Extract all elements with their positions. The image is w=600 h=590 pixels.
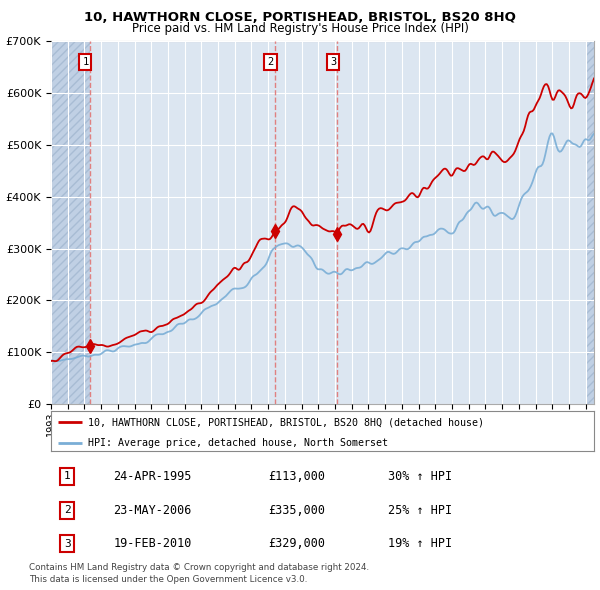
Text: £113,000: £113,000	[268, 470, 325, 483]
Text: £329,000: £329,000	[268, 537, 325, 550]
Text: £335,000: £335,000	[268, 504, 325, 517]
Text: 10, HAWTHORN CLOSE, PORTISHEAD, BRISTOL, BS20 8HQ (detached house): 10, HAWTHORN CLOSE, PORTISHEAD, BRISTOL,…	[88, 418, 484, 428]
Text: 30% ↑ HPI: 30% ↑ HPI	[388, 470, 452, 483]
Text: 1: 1	[82, 57, 89, 67]
Text: Price paid vs. HM Land Registry's House Price Index (HPI): Price paid vs. HM Land Registry's House …	[131, 22, 469, 35]
Text: 19% ↑ HPI: 19% ↑ HPI	[388, 537, 452, 550]
Text: 24-APR-1995: 24-APR-1995	[113, 470, 192, 483]
Text: Contains HM Land Registry data © Crown copyright and database right 2024.: Contains HM Land Registry data © Crown c…	[29, 563, 369, 572]
Text: 3: 3	[64, 539, 71, 549]
Text: HPI: Average price, detached house, North Somerset: HPI: Average price, detached house, Nort…	[88, 438, 388, 448]
Bar	[51, 41, 89, 404]
Text: 25% ↑ HPI: 25% ↑ HPI	[388, 504, 452, 517]
Text: This data is licensed under the Open Government Licence v3.0.: This data is licensed under the Open Gov…	[29, 575, 307, 584]
Text: 1: 1	[64, 471, 71, 481]
Text: 3: 3	[330, 57, 336, 67]
Text: 2: 2	[268, 57, 274, 67]
Bar	[586, 41, 594, 404]
Text: 10, HAWTHORN CLOSE, PORTISHEAD, BRISTOL, BS20 8HQ: 10, HAWTHORN CLOSE, PORTISHEAD, BRISTOL,…	[84, 11, 516, 24]
Text: 23-MAY-2006: 23-MAY-2006	[113, 504, 192, 517]
Text: 2: 2	[64, 505, 71, 515]
Text: 19-FEB-2010: 19-FEB-2010	[113, 537, 192, 550]
